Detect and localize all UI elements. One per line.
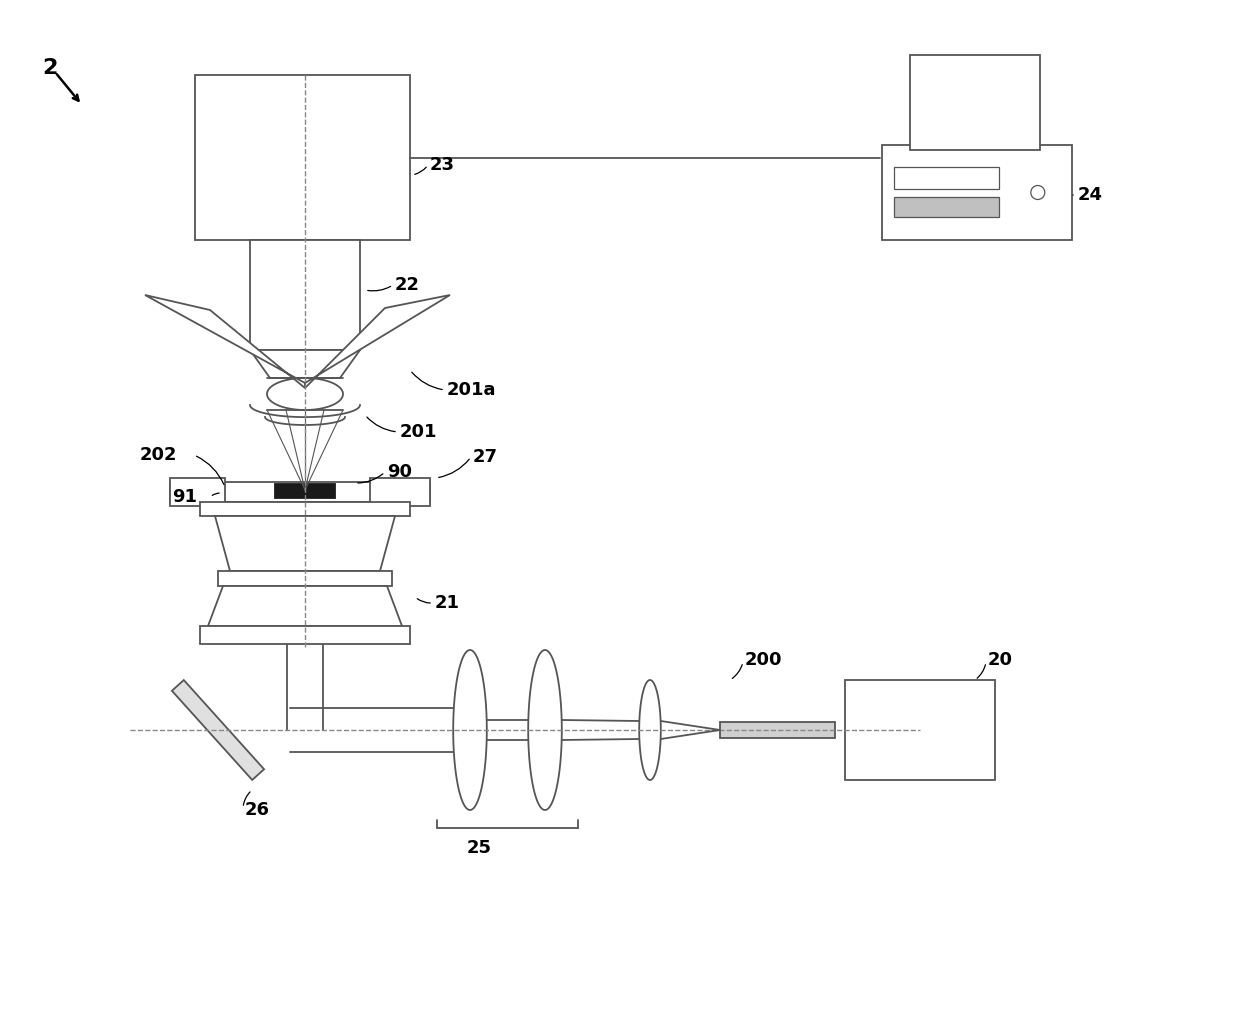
- Text: 2: 2: [42, 58, 57, 78]
- Bar: [218, 571, 392, 586]
- Polygon shape: [250, 350, 360, 378]
- Bar: [170, 478, 224, 506]
- Bar: [894, 197, 998, 217]
- Polygon shape: [453, 650, 487, 810]
- Text: 201a: 201a: [446, 381, 496, 399]
- Bar: [894, 167, 998, 189]
- Polygon shape: [172, 680, 264, 779]
- Bar: [720, 722, 835, 738]
- Text: 22: 22: [396, 276, 420, 294]
- Polygon shape: [267, 378, 343, 410]
- Bar: [200, 502, 410, 516]
- Bar: [275, 484, 335, 498]
- Bar: [882, 145, 1073, 240]
- Bar: [910, 55, 1040, 150]
- Text: 24: 24: [1078, 186, 1104, 204]
- Bar: [200, 626, 410, 644]
- Polygon shape: [215, 516, 396, 571]
- Text: 200: 200: [745, 651, 782, 669]
- Bar: [170, 482, 430, 502]
- Polygon shape: [528, 650, 562, 810]
- Text: 27: 27: [472, 448, 498, 466]
- Text: 26: 26: [246, 801, 270, 819]
- Text: 91: 91: [172, 488, 197, 506]
- Text: 20: 20: [988, 651, 1013, 669]
- Bar: [370, 478, 430, 506]
- Bar: [195, 75, 410, 240]
- Text: 25: 25: [467, 839, 492, 857]
- Polygon shape: [639, 680, 661, 780]
- Text: 90: 90: [387, 463, 412, 481]
- Text: 21: 21: [435, 594, 460, 612]
- Text: 202: 202: [140, 446, 177, 464]
- Polygon shape: [305, 295, 450, 388]
- Bar: [250, 240, 360, 350]
- Text: 23: 23: [430, 156, 455, 174]
- Bar: [844, 680, 994, 780]
- Text: 201: 201: [401, 423, 438, 441]
- Polygon shape: [208, 586, 402, 626]
- Polygon shape: [145, 295, 305, 388]
